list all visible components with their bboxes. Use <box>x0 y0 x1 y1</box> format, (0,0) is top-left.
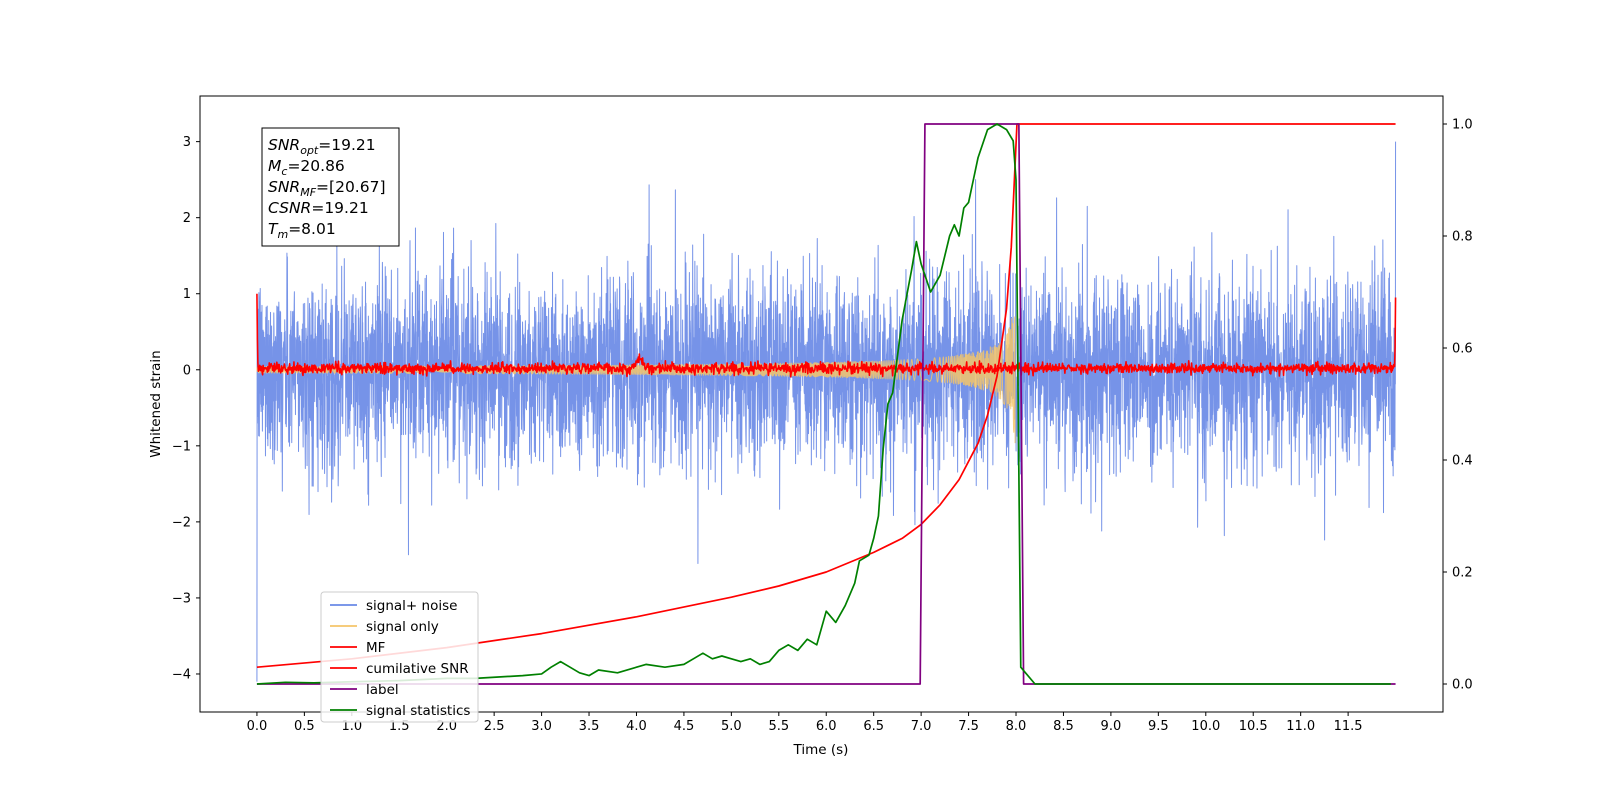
y-tick-label: −1 <box>172 439 191 454</box>
annotation-line: Mc=20.86 <box>268 157 345 178</box>
y-tick-label: 2 <box>183 211 191 226</box>
x-tick-label: 4.0 <box>626 719 647 734</box>
x-tick-label: 6.5 <box>863 719 884 734</box>
y-tick-label: −3 <box>172 591 191 606</box>
x-tick-label: 0.0 <box>247 719 268 734</box>
x-tick-label: 11.0 <box>1286 719 1315 734</box>
x-tick-label: 2.0 <box>436 719 457 734</box>
x-tick-label: 5.5 <box>768 719 789 734</box>
x-tick-label: 11.5 <box>1334 719 1363 734</box>
y-tick-label: 0 <box>183 363 191 378</box>
legend-label: label <box>366 682 399 698</box>
x-tick-label: 7.0 <box>911 719 932 734</box>
legend-label: MF <box>366 640 385 656</box>
series-layer <box>256 123 1397 685</box>
x-tick-label: 10.0 <box>1191 719 1220 734</box>
annotation-line: Tm=8.01 <box>268 220 336 241</box>
x-tick-label: 9.0 <box>1101 719 1122 734</box>
y-tick-label: 1 <box>183 287 191 302</box>
x-tick-label: 10.5 <box>1239 719 1268 734</box>
y2-tick-label: 0.8 <box>1452 230 1473 245</box>
x-tick-label: 4.5 <box>674 719 695 734</box>
legend-label: signal only <box>366 619 439 635</box>
x-tick-label: 0.5 <box>294 719 315 734</box>
legend: signal+ noise signal only MF cumilative SNR… <box>320 591 479 723</box>
x-tick-label: 3.5 <box>579 719 600 734</box>
annotation-line: SNRMF=[20.67] <box>268 178 386 199</box>
x-tick-label: 5.0 <box>721 719 742 734</box>
x-tick-label: 3.0 <box>531 719 552 734</box>
annotation-box: SNRopt=19.21Mc=20.86SNRMF=[20.67]CSNR=19… <box>261 127 400 247</box>
y-tick-label: −2 <box>172 515 191 530</box>
x-tick-label: 9.5 <box>1148 719 1169 734</box>
x-axis-label: Time (s) <box>793 742 849 758</box>
x-tick-label: 1.5 <box>389 719 410 734</box>
x-tick-label: 7.5 <box>958 719 979 734</box>
x-tick-label: 6.0 <box>816 719 837 734</box>
x-tick-label: 1.0 <box>341 719 362 734</box>
series-signal-noise-line <box>256 141 1397 682</box>
y-tick-label: 3 <box>183 135 191 150</box>
legend-label: signal statistics <box>366 703 470 719</box>
legend-label: cumilative SNR <box>366 661 469 677</box>
legend-frame <box>320 591 479 723</box>
y2-tick-label: 0.6 <box>1452 342 1473 357</box>
y-axis-label: Whitened strain <box>148 350 164 457</box>
y-tick-label: −4 <box>172 667 191 682</box>
annotation-line: CSNR=19.21 <box>268 199 369 217</box>
y2-tick-label: 0.0 <box>1452 678 1473 693</box>
x-tick-label: 8.5 <box>1053 719 1074 734</box>
annotation-frame <box>261 127 400 247</box>
y2-tick-label: 1.0 <box>1452 118 1473 133</box>
x-tick-label: 2.5 <box>484 719 505 734</box>
legend-label: signal+ noise <box>366 598 457 614</box>
x-tick-label: 8.0 <box>1006 719 1027 734</box>
series-signal-statistics-line <box>256 123 1391 685</box>
y2-tick-label: 0.2 <box>1452 566 1473 581</box>
series-cumulative-snr-line <box>256 123 1396 669</box>
y2-tick-label: 0.4 <box>1452 454 1473 469</box>
y2-axis-ticks: 0.0 0.2 0.4 0.6 0.8 1.0 <box>1443 118 1473 693</box>
annotation-line: SNRopt=19.21 <box>268 136 376 157</box>
x-axis-ticks: 0.0 0.5 1.0 1.5 2.0 2.5 3.0 3.5 4.0 4.5 5.0 5.5 6.0 6… <box>247 712 1363 734</box>
y-axis-ticks: −4 −3 −2 −1 0 1 2 3 <box>172 135 200 682</box>
series-mf-line <box>256 293 1397 378</box>
plot-frame <box>199 95 1444 713</box>
